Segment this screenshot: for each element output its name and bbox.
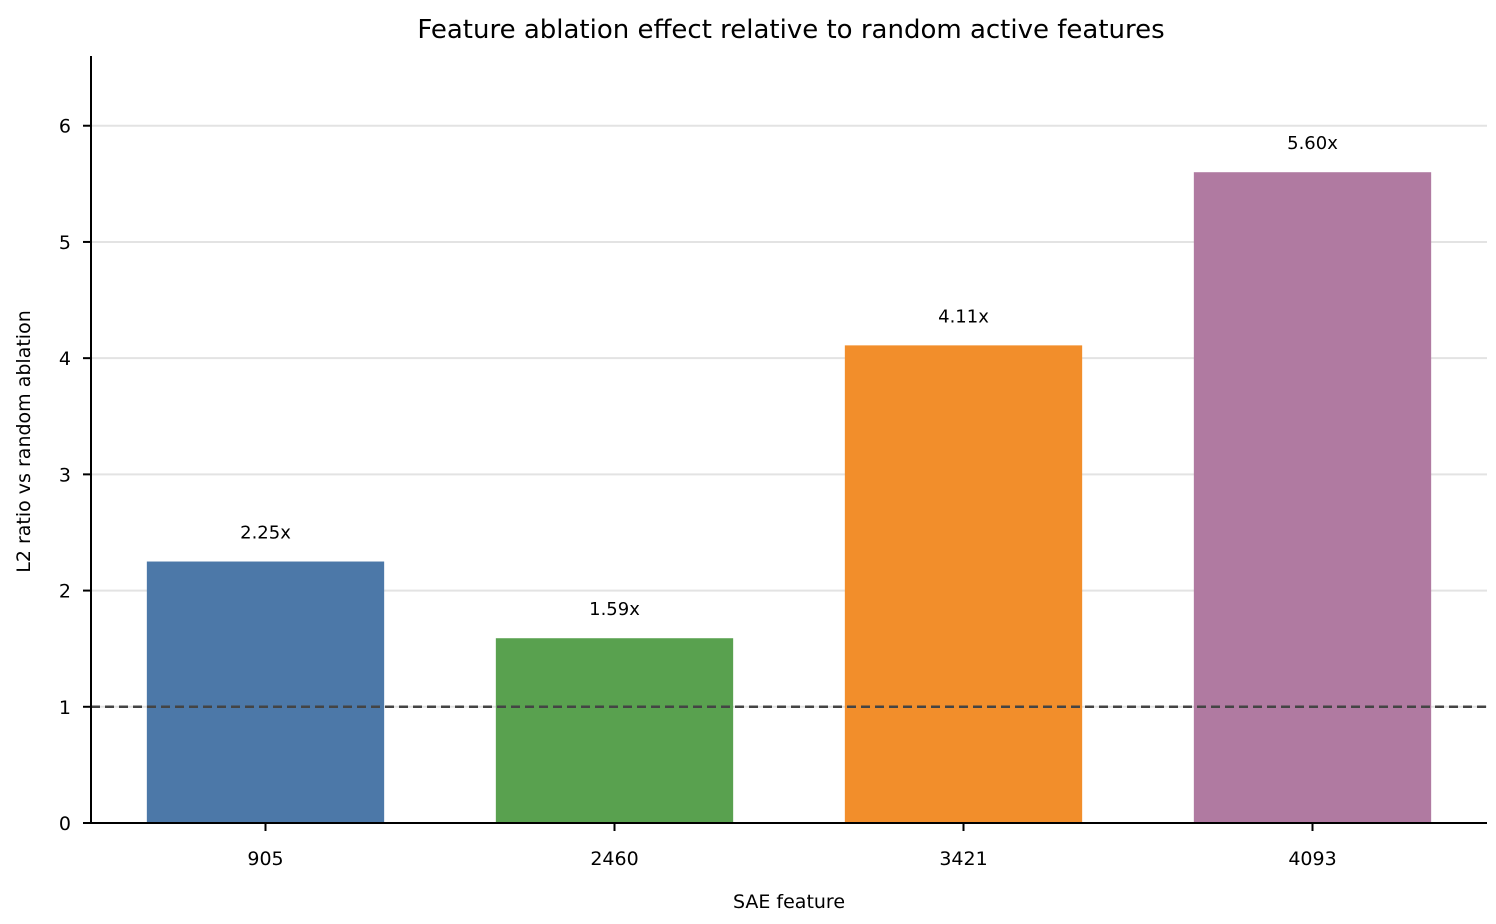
data-label-4093: 5.60x: [1287, 133, 1338, 154]
data-label-2460: 1.59x: [589, 599, 640, 620]
y-tick-label: 0: [59, 813, 71, 835]
bar-905: [146, 561, 385, 823]
x-tick-label: 4093: [1288, 848, 1336, 870]
y-tick-label: 2: [59, 581, 71, 603]
x-axis-label: SAE feature: [733, 891, 845, 913]
y-tick-label: 4: [59, 348, 71, 370]
x-tick-label: 2460: [590, 848, 638, 870]
bar-2460: [495, 638, 734, 823]
bar-3421: [844, 345, 1083, 823]
data-label-3421: 4.11x: [938, 306, 989, 327]
chart-title: Feature ablation effect relative to rand…: [417, 15, 1164, 45]
x-tick-label: 3421: [939, 848, 987, 870]
y-tick-label: 3: [59, 464, 71, 486]
y-tick-label: 1: [59, 697, 71, 719]
data-labels: 2.25x 1.59x 4.11x 5.60x: [240, 133, 1338, 620]
bars: [146, 172, 1432, 823]
data-label-905: 2.25x: [240, 523, 291, 544]
bar-4093: [1193, 172, 1432, 823]
y-tick-label: 5: [59, 232, 71, 254]
axes: 0 1 2 3 4 5 6 905 2460 3421 4093: [59, 56, 1487, 870]
x-tick-label: 905: [247, 848, 283, 870]
y-tick-label: 6: [59, 116, 71, 138]
y-axis-label: L2 ratio vs random ablation: [13, 310, 35, 573]
